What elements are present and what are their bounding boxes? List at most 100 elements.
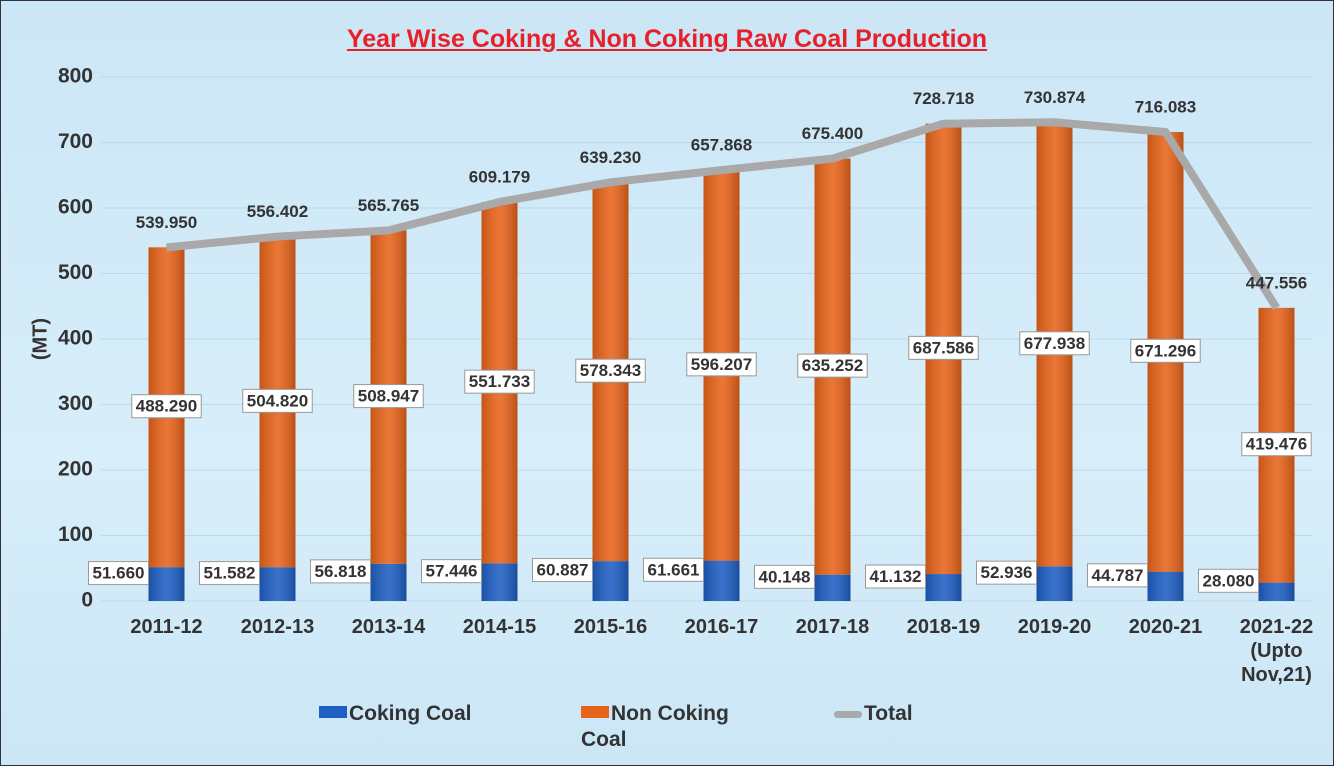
data-label-box xyxy=(754,564,815,589)
x-tick-label: 2012-13 xyxy=(240,616,315,638)
data-label-box xyxy=(464,369,535,394)
legend-label: Total xyxy=(864,702,913,725)
data-label: 730.874 xyxy=(1024,88,1086,107)
data-label: 635.252 xyxy=(802,356,863,375)
data-label: 539.950 xyxy=(136,213,197,232)
data-label-box xyxy=(1241,432,1312,457)
bar-shade xyxy=(148,567,185,601)
x-tick-label: 2021-22 (Upto Nov,21) xyxy=(1239,616,1314,686)
data-label: 504.820 xyxy=(242,388,313,413)
legend-item: Total xyxy=(834,701,913,727)
data-label: 51.582 xyxy=(204,564,256,583)
data-label: 508.947 xyxy=(353,384,424,409)
bar-shade xyxy=(259,567,296,601)
data-label-box xyxy=(797,353,868,378)
y-axis-label: (MT) xyxy=(29,318,51,360)
bar-shade xyxy=(1036,566,1073,601)
data-label: 508.947 xyxy=(358,387,419,406)
y-tick-label: 600 xyxy=(58,196,93,219)
data-label: 551.733 xyxy=(464,369,535,394)
x-tick-label: 2017-18 xyxy=(795,616,870,638)
x-tick-label: 2018-19 xyxy=(906,616,981,638)
data-label-box xyxy=(865,564,926,589)
bar-shade xyxy=(814,574,851,601)
bar-shade xyxy=(1147,571,1184,601)
data-label: 578.343 xyxy=(575,358,646,383)
data-label: 671.296 xyxy=(1135,341,1196,360)
data-label: 40.148 xyxy=(754,564,815,589)
data-label: 488.290 xyxy=(136,397,197,416)
data-label: 657.868 xyxy=(691,136,752,155)
data-label: 677.938 xyxy=(1019,331,1090,356)
data-label: 687.586 xyxy=(908,335,979,360)
data-label: 52.936 xyxy=(981,563,1033,582)
data-label: 677.938 xyxy=(1024,334,1085,353)
x-tick-label: 2016-17 xyxy=(684,616,759,638)
data-label: 609.179 xyxy=(469,167,530,186)
data-label: 52.936 xyxy=(976,560,1037,585)
y-tick-label: 200 xyxy=(58,458,93,481)
data-label-box xyxy=(1130,338,1201,363)
data-label-box xyxy=(199,561,260,586)
x-tick-label: 2011-12 xyxy=(130,616,203,638)
data-label: 56.818 xyxy=(315,562,367,581)
data-label-box xyxy=(1198,568,1259,593)
data-label: 40.148 xyxy=(759,567,811,586)
bar-shade xyxy=(481,563,518,601)
data-label-box xyxy=(421,559,482,584)
data-label: 687.586 xyxy=(913,338,974,357)
data-label: 671.296 xyxy=(1130,338,1201,363)
data-label-box xyxy=(575,358,646,383)
data-label-box xyxy=(1087,563,1148,588)
bar-shade xyxy=(592,561,629,601)
data-label-box xyxy=(908,335,979,360)
data-label: 565.765 xyxy=(358,196,419,215)
data-label: 41.132 xyxy=(870,567,922,586)
data-label: 56.818 xyxy=(310,559,371,584)
data-label: 28.080 xyxy=(1203,571,1255,590)
data-label: 60.887 xyxy=(537,561,589,580)
data-label: 44.787 xyxy=(1087,563,1148,588)
data-label: 57.446 xyxy=(426,562,478,581)
legend-swatch xyxy=(319,706,347,718)
data-label: 596.207 xyxy=(686,352,757,377)
data-label-box xyxy=(242,388,313,413)
x-tick-label: 2015-16 xyxy=(573,616,648,638)
legend-label: Coking Coal xyxy=(349,702,472,725)
y-tick-label: 100 xyxy=(58,523,93,546)
data-label-box xyxy=(976,560,1037,585)
chart-title: Year Wise Coking & Non Coking Raw Coal P… xyxy=(346,25,988,53)
legend-label: Non Coking Coal xyxy=(581,702,729,751)
x-tick-label: 2014-15 xyxy=(462,616,537,638)
data-label: 556.402 xyxy=(247,202,308,221)
data-label: 61.661 xyxy=(643,557,704,582)
data-label: 60.887 xyxy=(532,558,593,583)
data-label: 639.230 xyxy=(580,148,641,167)
data-label: 61.661 xyxy=(648,560,700,579)
legend-item: Coking Coal xyxy=(319,701,472,727)
y-tick-label: 300 xyxy=(58,392,93,415)
data-label-box xyxy=(1019,331,1090,356)
data-label: 447.556 xyxy=(1246,273,1307,292)
data-label: 41.132 xyxy=(865,564,926,589)
y-tick-label: 700 xyxy=(58,130,93,153)
data-label: 51.660 xyxy=(88,561,149,586)
data-label: 551.733 xyxy=(469,372,530,391)
data-label-box xyxy=(310,559,371,584)
data-label: 44.787 xyxy=(1092,566,1144,585)
data-label: 488.290 xyxy=(131,394,202,419)
data-label-box xyxy=(532,558,593,583)
y-tick-label: 800 xyxy=(58,65,93,88)
bar-shade xyxy=(370,563,407,601)
data-label-box xyxy=(131,394,202,419)
data-label: 51.582 xyxy=(199,561,260,586)
data-label-box xyxy=(88,561,149,586)
data-label: 675.400 xyxy=(802,124,863,143)
legend-swatch xyxy=(834,711,862,718)
data-label: 716.083 xyxy=(1135,97,1196,116)
bar-shade xyxy=(1258,582,1295,601)
legend-item: Non Coking Coal xyxy=(581,701,741,753)
bar-shade xyxy=(703,560,740,601)
